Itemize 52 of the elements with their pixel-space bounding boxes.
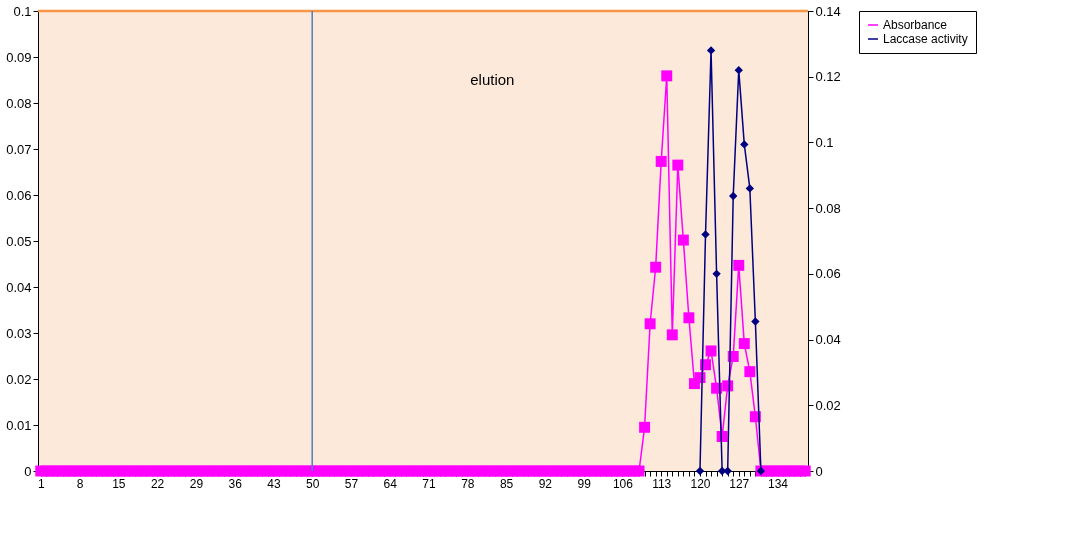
point	[706, 46, 716, 55]
y-tick-label: 0.01	[6, 417, 32, 433]
x-tick-label: 120	[690, 476, 711, 491]
x-tick-label: 134	[768, 476, 789, 491]
y2-tick-label: 0.04	[815, 332, 841, 348]
point	[695, 466, 705, 476]
x-tick-label: 36	[228, 476, 243, 491]
point	[723, 466, 732, 476]
x-tick-label: 29	[189, 476, 204, 491]
y2-tick-label: 0.12	[815, 69, 841, 85]
y-tick-label: 0.1	[13, 3, 32, 19]
y-tick-label: 0	[24, 463, 32, 479]
point	[701, 230, 710, 239]
x-tick-label: 78	[461, 476, 475, 491]
y-tick-label: 0.06	[6, 187, 32, 203]
x-tick-label: 1	[37, 476, 45, 491]
y2-tick-label: 0.08	[815, 200, 841, 216]
x-tick-label: 85	[499, 476, 514, 491]
x-tick-label: 99	[577, 476, 592, 491]
x-tick-label: 64	[383, 476, 398, 491]
x-tick-label: 8	[76, 476, 84, 491]
annotation: elution	[470, 71, 515, 88]
x-tick-label: 50	[306, 476, 320, 491]
x-tick-label: 92	[538, 476, 553, 491]
legend-label: Absorbance	[883, 18, 948, 32]
y2-tick-label: 0	[815, 463, 823, 479]
x-tick-label: 22	[150, 476, 165, 491]
point	[751, 317, 760, 326]
y-tick-label: 0.09	[6, 49, 32, 65]
point	[729, 191, 738, 201]
y2-tick-label: 0.14	[815, 3, 841, 19]
x-tick-label: 71	[422, 476, 437, 491]
point	[745, 184, 755, 193]
x-tick-label: 57	[344, 476, 359, 491]
y-tick-label: 0.08	[6, 95, 32, 111]
y2-tick-label: 0.1	[815, 134, 834, 150]
y-tick-label: 0.02	[6, 371, 32, 387]
x-tick-label: 106	[612, 476, 634, 491]
x-tick-label: 43	[267, 476, 281, 491]
y2-tick-label: 0.02	[815, 397, 841, 413]
y-tick-label: 0.04	[6, 279, 32, 295]
y-tick-label: 0.05	[6, 233, 32, 249]
point	[712, 269, 721, 279]
point	[740, 140, 749, 149]
y-tick-label: 0.07	[6, 141, 32, 157]
y-tick-label: 0.03	[6, 325, 32, 341]
point	[734, 65, 743, 75]
x-tick-label: 15	[112, 476, 126, 491]
legend-label: Laccase activity	[883, 32, 968, 46]
x-tick-label: 113	[652, 476, 672, 491]
x-tick-label: 127	[729, 476, 750, 491]
y2-tick-label: 0.06	[815, 266, 841, 282]
